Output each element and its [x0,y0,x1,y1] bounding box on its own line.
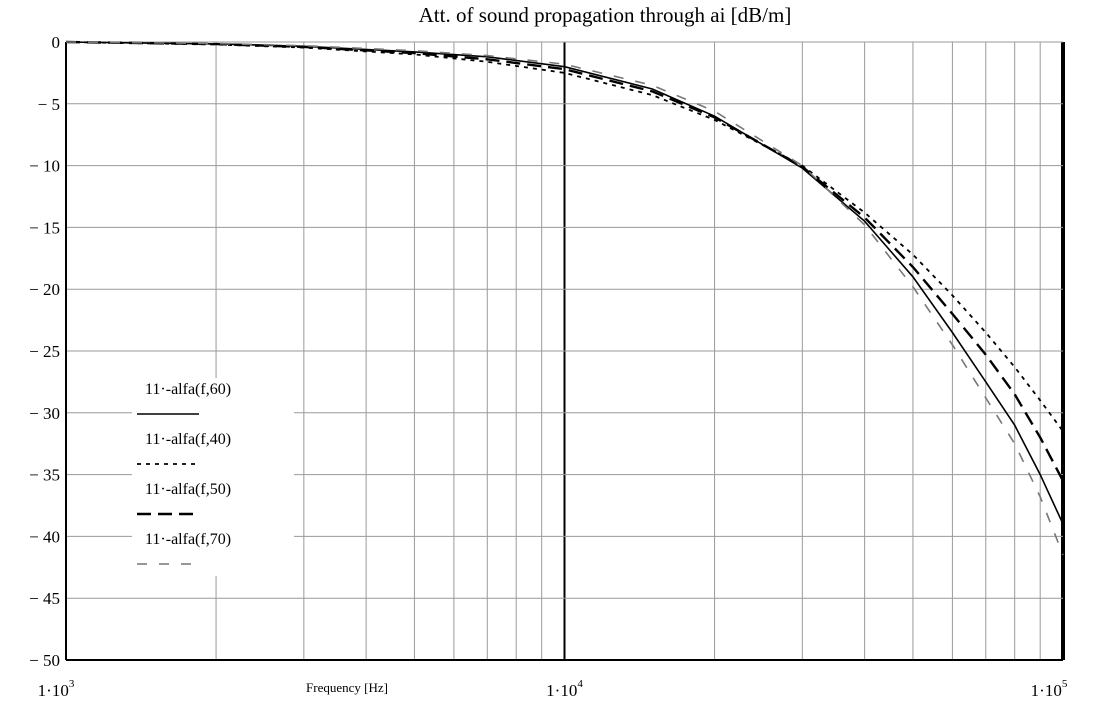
y-tick-label: − 35 [29,466,60,485]
y-tick-label: − 30 [29,404,60,423]
y-tick-label: − 5 [38,95,60,114]
y-tick-label: 0 [52,33,61,52]
y-tick-label: − 40 [29,527,60,546]
y-tick-label: − 25 [29,342,60,361]
x-tick-label: 1·104 [546,678,583,700]
x-axis-label: Frequency [Hz] [306,680,388,695]
legend-label: 11·-alfa(f,60) [145,381,231,398]
legend: 11·-alfa(f,60) 11·-alfa(f,40) 11·-alfa(f,5… [132,378,294,576]
y-tick-label: − 50 [29,651,60,670]
series-layer [65,40,1065,556]
series-line-4 [65,41,1064,556]
legend-label: 11·-alfa(f,50) [145,481,231,498]
x-tick-label: 1·105 [1031,678,1068,700]
chart-title: Att. of sound propagation through ai [dB… [419,3,792,27]
y-tick-label: − 20 [29,280,60,299]
series-line-1 [65,41,1064,525]
legend-label: 11·-alfa(f,70) [145,531,231,548]
x-tick-label: 1·103 [38,678,75,700]
legend-label: 11·-alfa(f,40) [145,431,231,448]
grid [65,41,1065,661]
y-tick-label: − 15 [29,218,60,237]
series-line-2 [65,41,1064,432]
y-tick-label: − 10 [29,157,60,176]
tick-labels: 0 − 5 − 10 − 15 − 20 − 25 − 30 − 35 − 40 − 45 − 50… [29,33,1068,700]
legend-box [132,378,294,576]
y-tick-label: − 45 [29,589,60,608]
